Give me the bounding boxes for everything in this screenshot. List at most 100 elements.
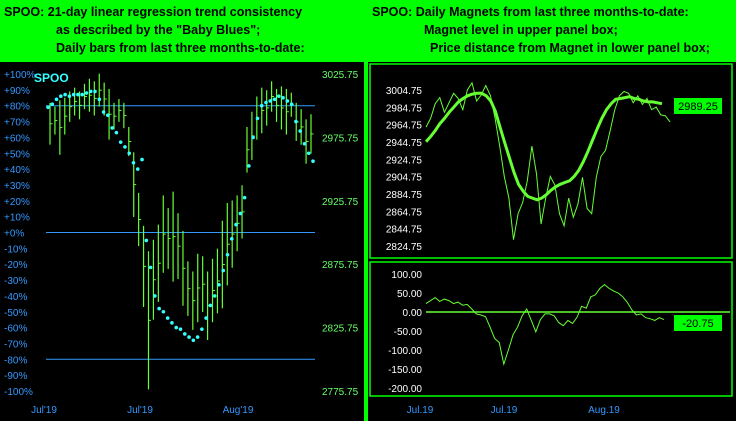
price-line [425,81,671,240]
baby-blue-dot [170,321,174,325]
baby-blue-dot [259,103,264,108]
upper-panel-border [369,63,733,259]
magnets-chart: 3004.75 2984.75 2964.75 2944.75 2924.75 2904.… [368,62,736,421]
baby-blue-dot [54,97,59,102]
upper-y-tick: 2944.75 [386,138,423,149]
left-axis-tick: -30% [4,276,27,287]
baby-blue-dot [212,294,217,298]
left-header: SPOO: 21-day linear regression trend con… [0,0,364,62]
baby-blue-dot [191,338,196,343]
right-axis-tick: 2975.75 [322,133,359,144]
right-header-line3: Price distance from Magnet in lower pane… [430,41,710,55]
right-header-line1: SPOO: Daily Magnets from last three mont… [372,5,689,19]
panel-divider [364,0,368,421]
baby-blue-dot [148,265,153,270]
left-axis-tick: +50% [4,149,30,160]
lower-y-tick: -100.00 [388,346,422,357]
distance-line [425,283,665,367]
baby-blue-dot [195,335,200,339]
baby-blues-chart: +100% +90% +80% +70% +60% +50% +40% +30% +20% +10… [0,62,364,421]
left-axis-tick: -70% [4,339,27,350]
left-axis-tick: +30% [4,181,30,192]
upper-y-tick: 2864.75 [386,207,423,218]
upper-y-tick: 2824.75 [386,242,423,253]
baby-blue-dot [84,91,89,95]
right-axis-tick: 2925.75 [322,197,359,208]
baby-blue-dot [238,211,243,216]
left-x-tick: Aug'19 [223,405,254,416]
baby-blue-dot [50,102,55,106]
baby-blue-dot [127,151,132,156]
left-axis-tick: -90% [4,371,27,382]
left-symbol-label: SPOO [34,71,69,85]
baby-blue-dot [285,99,290,103]
right-x-tick: Jul.19 [407,405,434,416]
lower-y-tick: -50.00 [394,327,423,338]
right-header-line2: Magnet level in upper panel box; [424,23,618,37]
baby-blue-dot [311,159,315,163]
baby-blue-dot [97,97,102,102]
lower-y-tick: -150.00 [388,365,422,376]
baby-blue-dot [229,237,234,241]
lower-panel-border [369,261,733,397]
left-axis-tick: +100% [4,70,36,81]
left-axis-tick: +0% [4,229,24,240]
baby-blue-dot [264,100,268,105]
baby-blue-dot [234,222,238,227]
upper-y-tick: 2924.75 [386,155,423,166]
baby-blue-dot [131,160,136,165]
baby-blue-dot [281,95,285,100]
lower-y-tick: 0.00 [403,308,423,319]
baby-blue-dot [101,110,106,114]
baby-blue-dot [144,238,149,243]
baby-blue-dot [59,94,63,98]
left-axis-tick: -80% [4,355,27,366]
baby-blue-dot [302,141,307,146]
left-x-tick: Jul'19 [31,405,57,416]
left-axis-tick: +80% [4,102,30,113]
right-header: SPOO: Daily Magnets from last three mont… [368,0,736,62]
baby-blue-dot [67,94,72,98]
right-chart-bg [368,62,736,421]
baby-blue-dot [165,316,170,320]
baby-blue-dot [187,335,191,339]
distance-value-box [674,315,722,331]
lower-y-tick: -200.00 [388,384,422,395]
left-header-line2: as described by the "Baby Blues"; [56,23,261,37]
baby-blue-dot [80,92,84,97]
upper-y-tick: 2904.75 [386,173,423,184]
baby-blue-dot [298,129,302,133]
baby-blue-dot [174,325,179,330]
baby-blue-dot [157,306,161,311]
left-axis-tick: -100% [4,387,33,398]
lower-y-tick: 50.00 [397,289,422,300]
baby-blue-dot [289,102,294,106]
baby-blue-dot [178,327,183,331]
baby-blue-dot [255,116,260,121]
upper-y-tick: 2964.75 [386,121,423,132]
baby-blue-dot [106,113,110,118]
left-axis-tick: -10% [4,244,27,255]
lower-y-tick: 100.00 [391,270,422,281]
baby-blue-dot [88,89,93,94]
right-axis-tick: 2775.75 [322,387,359,398]
left-axis-tick: +20% [4,197,30,208]
left-axis-tick: -40% [4,292,27,303]
left-x-tick: Jul'19 [127,405,153,416]
baby-blue-dot [71,92,76,97]
baby-blue-dot [247,164,251,168]
left-axis-tick: -20% [4,260,27,271]
baby-blue-dot [272,97,277,102]
baby-blue-dot [208,303,213,308]
baby-blue-dot [110,126,114,130]
baby-blue-dot [76,92,80,97]
left-axis-tick: -50% [4,308,27,319]
baby-blue-dot [114,130,119,135]
left-axis-tick: +60% [4,133,30,144]
baby-blue-dot [221,268,226,273]
left-chart-bg [0,62,364,421]
upper-y-tick: 2884.75 [386,190,423,201]
baby-blue-dot [268,99,273,103]
magnet-line [424,91,663,202]
baby-blue-dot [153,294,157,298]
